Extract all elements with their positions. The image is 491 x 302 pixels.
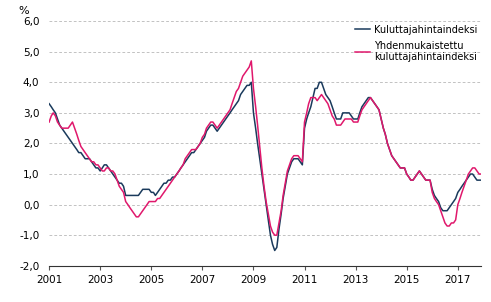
Line: Kuluttajahintaindeksi: Kuluttajahintaindeksi bbox=[49, 82, 491, 250]
Line: Yhdenmukaistettu
kuluttajahintaindeksi: Yhdenmukaistettu kuluttajahintaindeksi bbox=[49, 61, 491, 235]
Text: %: % bbox=[19, 6, 29, 16]
Legend: Kuluttajahintaindeksi, Yhdenmukaistettu
kuluttajahintaindeksi: Kuluttajahintaindeksi, Yhdenmukaistettu … bbox=[354, 23, 479, 64]
